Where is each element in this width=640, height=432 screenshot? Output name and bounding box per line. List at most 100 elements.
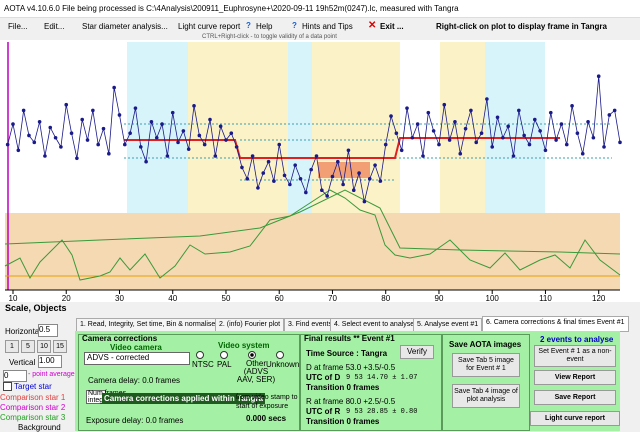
camera-select[interactable]: ADVS - corrected [84,352,190,365]
tab[interactable]: 5. Analyse event #1 [413,318,483,332]
data-point [298,177,303,181]
view-report-btn[interactable]: View Report [534,370,616,385]
menu-lc-report[interactable]: Light curve report [178,22,241,31]
x-tick-label: 90 [435,294,444,302]
tab-active[interactable]: 6. Camera corrections & final times Even… [482,316,629,332]
tab[interactable]: 3. Find events [284,318,336,332]
data-point [458,151,463,156]
data-point [261,171,266,175]
data-point [330,174,335,179]
tab[interactable]: 4. Select event to analyse [330,318,419,332]
data-point [426,110,431,115]
exit-icon: ✕ [368,20,377,31]
tab[interactable]: 1. Read, Integrity, Set time, Bin & norm… [76,318,220,332]
data-point [362,199,367,204]
set-event-btn[interactable]: Set Event # 1 as a non-event [534,345,616,367]
data-point [533,117,537,122]
radio-selected[interactable] [248,351,256,359]
menu-exit[interactable]: Exit ... [380,22,404,31]
stamp-label: from video stamp to start of exposure [236,394,298,410]
data-point [69,131,74,135]
object-target: Target star [14,382,52,391]
vertical-input[interactable]: 1.00 [38,355,62,368]
x-tick-label: 10 [9,294,18,302]
data-point [346,148,351,153]
horizontal-label: Horizontal [5,327,42,336]
results-title: Final results ** Event #1 [304,334,395,343]
data-point [197,133,202,138]
scale-btn[interactable]: 5 [21,340,35,353]
hints-icon: ? [292,21,297,30]
data-point [304,190,308,195]
data-point [564,142,569,147]
data-point [272,179,276,183]
data-point [580,151,585,156]
x-tick-label: 100 [486,294,500,302]
data-point [250,154,255,158]
camera-delay: Camera delay: 0.0 frames [88,376,181,385]
menu-bar [0,18,640,34]
menu-help[interactable]: Help [256,22,273,31]
data-point [59,145,63,149]
object-background: Background [18,423,61,432]
data-point [16,148,21,153]
radio[interactable] [220,351,228,359]
horizontal-input[interactable]: 0.5 [38,324,58,337]
data-point [282,173,287,178]
data-point [543,148,548,153]
data-point [117,113,122,117]
band [440,42,485,213]
x-tick-label: 60 [275,294,284,302]
vertical-label: Vertical [9,358,36,367]
save-report-btn[interactable]: Save Report [534,390,616,405]
lc-report-btn[interactable]: Light curve report [530,411,620,426]
data-point [96,142,100,147]
band [485,42,545,213]
d-frame: D at frame 53.0 +3.5/-0.5 [306,363,396,372]
data-point [586,120,590,124]
window-title: AOTA v4.10.6.0 File being processed is C… [4,4,459,13]
data-point [341,182,345,187]
data-point [213,154,218,158]
menu-edit[interactable]: Edit... [44,22,65,31]
data-point [421,154,425,158]
verify-btn[interactable]: Verify [400,345,434,359]
camera-title: Camera corrections [82,334,158,343]
average-select[interactable]: 0 [3,370,27,382]
checkbox[interactable] [3,382,12,391]
data-point [415,122,420,126]
data-point [559,122,564,126]
x-tick-label: 20 [62,294,71,302]
save-tab4-btn[interactable]: Save Tab 4 image of plot analysis [452,384,520,408]
data-point [548,110,553,115]
data-point [234,145,239,149]
data-point [48,125,53,130]
data-point [181,129,186,133]
scale-btn[interactable]: 1 [5,340,19,353]
scale-btn[interactable]: 10 [37,340,51,353]
data-point [218,124,223,129]
system-ntsc: NTSC [192,360,214,369]
model-line [124,137,560,159]
tab[interactable]: 2. (info) Fourier plot [215,318,285,332]
data-point [293,163,297,167]
data-point [160,122,164,126]
r-utc: 9 53 28.85 ± 0.80 [346,408,418,416]
radio[interactable] [276,351,284,359]
data-point [123,142,127,147]
menu-star-diameter[interactable]: Star diameter analysis... [82,22,168,31]
plot[interactable]: 10 20 30 40 50 60 70 80 90 100 110 120 [0,40,640,302]
x-tick-label: 120 [592,294,606,302]
radio[interactable] [196,351,204,359]
data-point [138,145,143,149]
band [127,42,188,213]
x-tick-label: 110 [539,294,552,302]
scale-btn[interactable]: 15 [53,340,67,353]
save-tab5-btn[interactable]: Save Tab 5 image for Event # 1 [452,353,520,377]
menu-hints[interactable]: Hints and Tips [302,22,353,31]
object-comp3: Comparison star 3 [0,413,66,422]
menu-file[interactable]: File... [8,22,28,31]
data-point [266,159,271,164]
data-point [335,159,340,164]
system-pal: PAL [217,360,232,369]
